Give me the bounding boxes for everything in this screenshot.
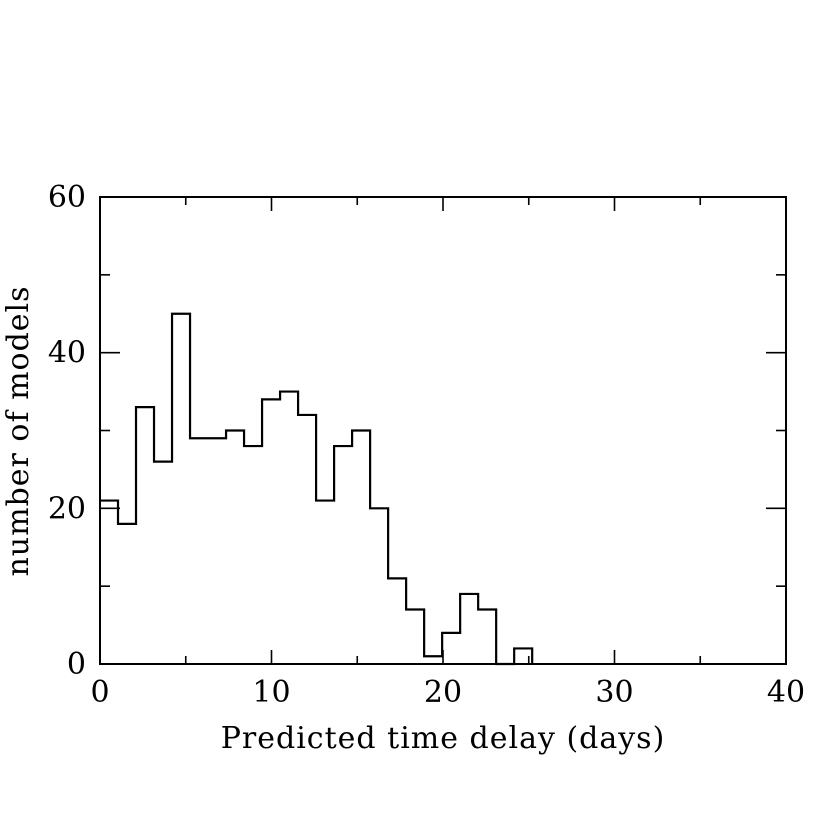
axis-ticks (99, 196, 787, 665)
x-tick-label: 20 (424, 675, 462, 710)
tick-labels: 0 10 20 30 40 0 20 40 60 (48, 180, 805, 710)
x-tick-label: 0 (90, 675, 109, 710)
x-tick-label: 40 (767, 675, 805, 710)
histogram-step-line (100, 312, 534, 666)
plot-frame (99, 196, 787, 665)
y-tick-label: 20 (48, 491, 86, 526)
x-tick-label: 10 (252, 675, 290, 710)
y-tick-label: 0 (67, 647, 86, 682)
y-tick-label: 60 (48, 180, 86, 215)
y-axis-label: number of models (1, 285, 36, 576)
y-tick-label: 40 (48, 336, 86, 371)
x-axis-label: Predicted time delay (days) (221, 721, 666, 756)
x-tick-label: 30 (595, 675, 633, 710)
